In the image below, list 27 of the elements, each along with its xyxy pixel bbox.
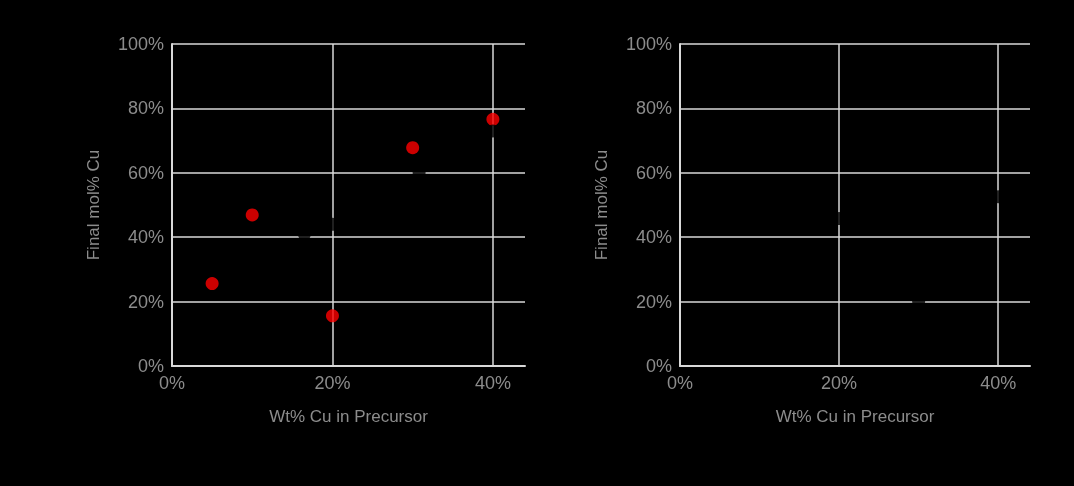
y-tick-label: 40% [635, 227, 672, 248]
y-tick-label: 60% [127, 162, 164, 183]
y-tick-label: 20% [127, 291, 164, 312]
x-axis-title: Wt% Cu in Precursor [775, 407, 935, 426]
y-tick-label: 80% [127, 98, 164, 119]
point [205, 277, 219, 291]
y-tick-label: 0% [645, 356, 672, 376]
y-tick-label: 0% [137, 356, 164, 376]
x-tick-label: 20% [821, 373, 858, 393]
y-tick-label: 80% [635, 98, 672, 119]
point [325, 309, 339, 323]
point [406, 141, 420, 155]
y-tick-label: 20% [635, 291, 672, 312]
y-tick-label: 40% [127, 227, 164, 248]
x-tick-label: 20% [314, 373, 351, 393]
point [486, 112, 500, 126]
x-tick-label: 40% [980, 373, 1017, 393]
x-tick-label: 40% [474, 373, 511, 393]
x-tick-label: 0% [666, 373, 694, 393]
y-axis-title: Final mol% Cu [84, 149, 103, 261]
x-axis-title: Wt% Cu in Precursor [269, 407, 429, 426]
y-tick-label: 100% [117, 34, 164, 54]
point [245, 208, 259, 222]
y-axis-title: Final mol% Cu [592, 149, 611, 261]
x-tick-label: 0% [158, 373, 186, 393]
y-tick-label: 60% [635, 162, 672, 183]
y-tick-label: 100% [625, 34, 672, 54]
